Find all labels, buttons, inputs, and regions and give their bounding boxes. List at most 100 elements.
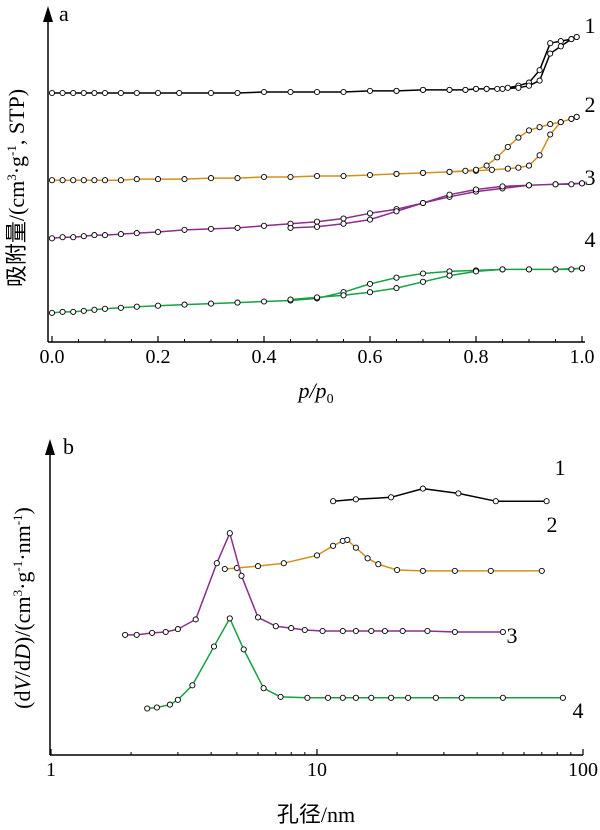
- data-point: [525, 266, 533, 273]
- data-point: [573, 113, 580, 120]
- data-point: [91, 306, 98, 313]
- data-point: [340, 215, 347, 222]
- data-point: [552, 266, 559, 273]
- data-point: [368, 627, 375, 635]
- data-point: [59, 308, 66, 315]
- series-line-2: [52, 116, 578, 181]
- panel-a-letter: a: [59, 1, 69, 26]
- data-point: [234, 224, 241, 231]
- data-point: [424, 627, 431, 635]
- data-point: [280, 560, 287, 567]
- data-point: [419, 199, 427, 207]
- data-point: [568, 36, 575, 43]
- data-point: [122, 631, 129, 638]
- data-point: [547, 40, 554, 47]
- data-point: [117, 231, 124, 238]
- data-point: [462, 86, 469, 93]
- data-point: [277, 693, 284, 700]
- data-point: [525, 127, 533, 134]
- data-point: [375, 561, 382, 568]
- data-point: [166, 701, 173, 708]
- series-line-2: [224, 539, 542, 572]
- x-tick-label: 1.0: [570, 346, 595, 368]
- data-point: [504, 165, 511, 172]
- data-point: [492, 498, 499, 505]
- data-point: [330, 542, 337, 549]
- data-point: [226, 530, 233, 537]
- data-point: [59, 177, 66, 184]
- series-label-4: 4: [573, 698, 584, 723]
- data-point: [547, 131, 554, 138]
- data-point: [557, 43, 564, 50]
- panel-b-x-axis-label: 孔径/nm: [277, 802, 355, 827]
- series-line-3: [125, 532, 503, 636]
- data-point: [366, 171, 374, 179]
- data-point: [494, 154, 501, 161]
- data-point: [48, 177, 56, 184]
- data-point: [340, 220, 347, 227]
- data-point: [80, 177, 87, 184]
- data-point: [366, 280, 374, 287]
- data-point: [80, 89, 87, 97]
- panel-b: b 1 10 100 1 2 3 4 孔径/nm (dV/dD)/(cm3·g-1·nm-…: [10, 434, 598, 827]
- data-point: [364, 555, 371, 562]
- data-point: [91, 232, 98, 239]
- panel-a-y-axis-label: 吸附量/(cm3·g-1, STP): [4, 89, 29, 287]
- panel-a-x-axis-label: p/p0: [296, 378, 333, 407]
- data-point: [210, 643, 218, 650]
- data-point: [287, 296, 294, 303]
- data-point: [174, 696, 181, 703]
- x-tick-label: 0.2: [146, 346, 171, 368]
- x-tick-label: 0.6: [358, 346, 383, 368]
- data-point: [525, 182, 533, 189]
- panel-b-letter: b: [63, 434, 74, 459]
- data-point: [568, 181, 575, 188]
- data-point: [101, 89, 109, 97]
- data-point: [494, 85, 501, 92]
- x-tick-label: 0.4: [252, 346, 277, 368]
- data-point: [573, 33, 580, 41]
- data-point: [313, 218, 321, 225]
- series-label-2: 2: [585, 92, 596, 117]
- data-point: [393, 274, 400, 281]
- data-point: [176, 89, 183, 97]
- data-point: [260, 173, 268, 181]
- data-point: [419, 278, 427, 285]
- data-point: [515, 84, 522, 91]
- x-tick-label: 1: [46, 759, 56, 781]
- data-point: [446, 191, 453, 198]
- data-point: [499, 85, 506, 92]
- data-point: [504, 84, 511, 91]
- data-point: [221, 565, 228, 573]
- data-point: [149, 629, 156, 636]
- data-point: [393, 285, 400, 292]
- panel-a-series-labels: 1 2 3 4: [585, 13, 596, 252]
- data-point: [80, 307, 87, 314]
- data-point: [313, 294, 321, 301]
- data-point: [313, 552, 321, 559]
- panel-b-series: [122, 485, 566, 712]
- x-tick-label: 0.0: [40, 346, 65, 368]
- data-point: [339, 694, 346, 701]
- data-point: [557, 119, 564, 126]
- series-line-1: [333, 487, 547, 502]
- data-point: [419, 86, 427, 93]
- data-point: [568, 115, 575, 122]
- data-point: [133, 176, 140, 183]
- data-point: [366, 289, 374, 296]
- data-point: [388, 494, 395, 501]
- data-point: [48, 235, 56, 242]
- data-point: [536, 124, 543, 131]
- data-point: [260, 685, 267, 692]
- data-point: [339, 627, 346, 635]
- data-point: [525, 162, 533, 169]
- data-point: [419, 485, 426, 492]
- data-point: [330, 498, 337, 505]
- data-point: [91, 177, 98, 184]
- data-point: [446, 86, 453, 93]
- data-point: [340, 172, 347, 180]
- data-point: [117, 177, 124, 184]
- data-point: [487, 567, 494, 574]
- panel-b-x-ticks: 1 10 100: [46, 749, 598, 781]
